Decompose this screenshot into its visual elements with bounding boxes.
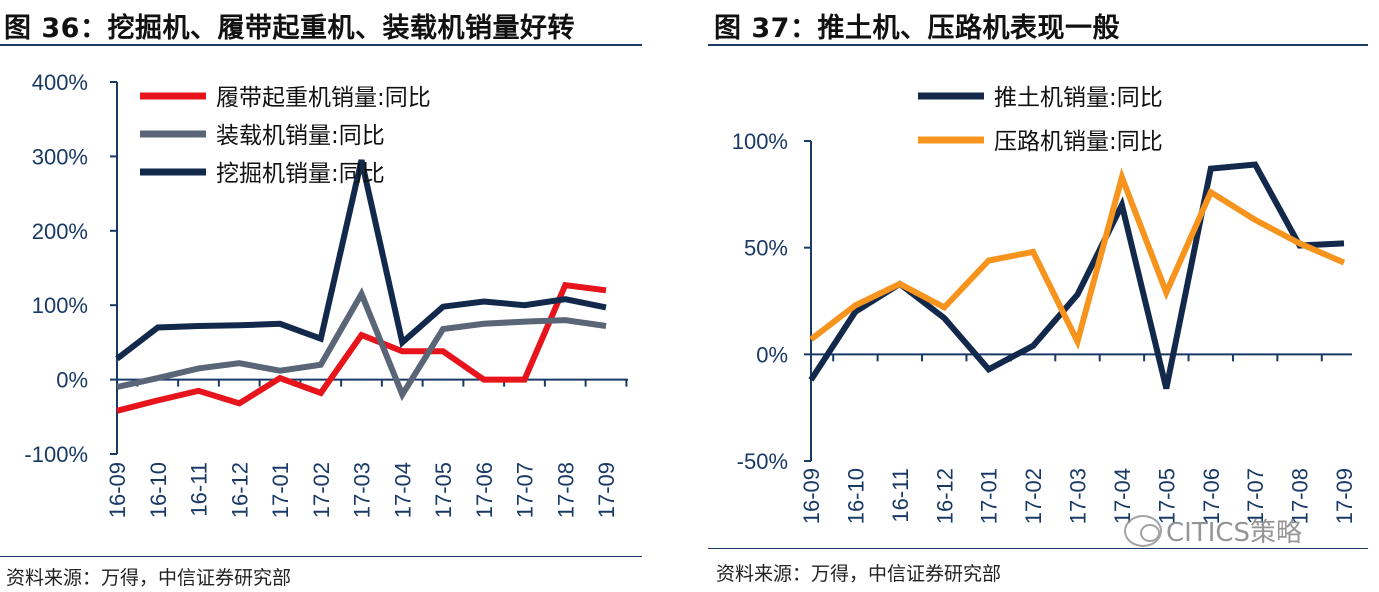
x-tick-label: 17-04 <box>390 462 415 518</box>
wechat-icon <box>1124 514 1162 547</box>
series-line-1 <box>116 281 607 414</box>
series-line-2 <box>116 287 607 402</box>
legend-label: 挖掘机销量:同比 <box>216 161 385 187</box>
x-tick-label: 17-04 <box>1110 468 1135 524</box>
x-tick-label: 16-09 <box>105 462 130 518</box>
x-tick-label: 17-05 <box>431 462 456 518</box>
y-tick-label: -100% <box>24 442 88 467</box>
title-rule-right <box>708 44 1368 46</box>
title-rule-left <box>0 44 642 46</box>
x-tick-label: 17-06 <box>1199 468 1224 524</box>
x-tick-label: 17-05 <box>1154 468 1179 524</box>
x-tick-label: 17-08 <box>553 462 578 518</box>
legend-label: 压路机销量:同比 <box>994 129 1163 155</box>
chart-left: 400% 300% 200% 100% 0% -100% 16-09 16-10 16-11 16… <box>24 70 628 518</box>
y-tick-label: 300% <box>32 144 88 169</box>
x-tick-label: 17-09 <box>594 462 619 518</box>
x-tick-label: 17-02 <box>1021 468 1046 524</box>
x-tick-label: 16-10 <box>843 468 868 524</box>
x-tick-label: 16-09 <box>799 468 824 524</box>
source-note-right: 资料来源：万得，中信证券研究部 <box>716 563 1002 585</box>
legend-label: 推土机销量:同比 <box>994 85 1163 111</box>
y-tick-label: 0% <box>756 342 788 367</box>
x-tick-label: 16-12 <box>227 462 252 518</box>
footer-rule-left <box>0 556 642 557</box>
x-tick-label: 17-01 <box>977 468 1002 524</box>
y-tick-label: -50% <box>737 449 788 474</box>
footer-rule-right <box>708 548 1368 549</box>
chart-title-right: 图 37：推土机、压路机表现一般 <box>714 13 1120 44</box>
legend-label: 装载机销量:同比 <box>216 123 385 149</box>
y-tick-label: 200% <box>32 219 88 244</box>
series-line-3 <box>115 159 607 362</box>
x-tick-label: 17-07 <box>513 462 538 518</box>
legend-label: 履带起重机销量:同比 <box>216 85 431 111</box>
y-tick-label: 50% <box>744 236 788 261</box>
x-tick-label: 16-11 <box>888 468 913 523</box>
x-tick-label: 16-10 <box>146 462 171 518</box>
x-tick-label: 17-09 <box>1332 468 1357 524</box>
source-note-left: 资料来源：万得，中信证券研究部 <box>6 567 292 589</box>
chart-panel-right: 图 37：推土机、压路机表现一般 100% 50% 0% -50% 16-09 16-10… <box>708 0 1379 592</box>
watermark-text: CITICS策略 <box>1166 518 1303 548</box>
watermark: CITICS策略 <box>1124 512 1302 549</box>
y-tick-label: 0% <box>56 368 88 393</box>
x-tick-label: 17-01 <box>268 462 293 518</box>
x-tick-label: 17-06 <box>472 462 497 518</box>
y-tick-label: 100% <box>32 293 88 318</box>
x-tick-label: 17-07 <box>1243 468 1268 524</box>
x-tick-label: 16-11 <box>187 462 212 517</box>
series-line-2 <box>809 167 1346 350</box>
x-tick-label: 17-03 <box>350 462 375 518</box>
chart-title-left: 图 36：挖掘机、履带起重机、装载机销量好转 <box>4 13 575 44</box>
y-tick-label: 100% <box>732 129 788 154</box>
x-tick-label: 17-03 <box>1066 468 1091 524</box>
chart-right: 100% 50% 0% -50% 16-09 16-10 16-11 16-12 17-01 17… <box>732 85 1357 524</box>
y-tick-label: 400% <box>32 70 88 95</box>
x-tick-label: 17-08 <box>1288 468 1313 524</box>
chart-panel-left: 图 36：挖掘机、履带起重机、装载机销量好转 400% 300% 200% 100% 0… <box>0 0 648 592</box>
x-tick-label: 16-12 <box>932 468 957 524</box>
x-tick-label: 17-02 <box>309 462 334 518</box>
